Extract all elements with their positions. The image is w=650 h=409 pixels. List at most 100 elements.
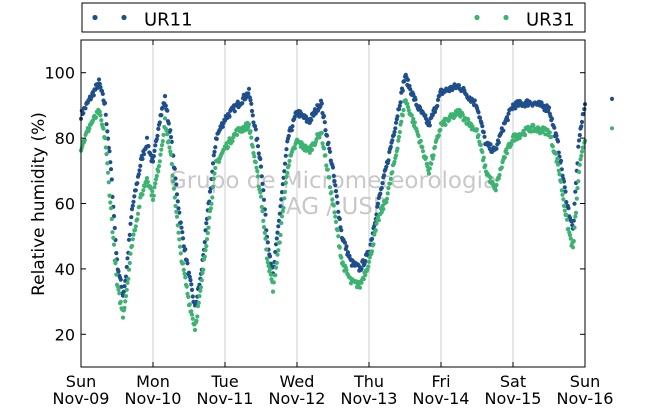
data-point [378, 191, 383, 196]
data-point [210, 195, 215, 200]
data-point [107, 149, 112, 154]
data-point [363, 259, 368, 264]
data-point [413, 97, 418, 102]
data-point [321, 146, 327, 151]
data-point [331, 173, 336, 178]
data-point [576, 138, 582, 143]
data-point [264, 247, 269, 252]
data-point [131, 232, 136, 237]
legend-frame [81, 2, 586, 33]
data-point [560, 192, 565, 197]
legend-label-ur31: UR31 [526, 10, 575, 31]
data-point [423, 113, 428, 118]
x-tick-label-day: Wed [280, 372, 315, 391]
data-point [279, 190, 285, 195]
data-point [403, 98, 408, 103]
data-point [138, 195, 143, 200]
data-point [232, 109, 237, 114]
data-point [130, 203, 135, 208]
data-point [100, 91, 105, 96]
data-point [547, 130, 552, 135]
data-point [416, 133, 421, 139]
data-point [261, 225, 267, 230]
data-point [405, 77, 411, 82]
data-point [558, 158, 564, 163]
data-point [127, 232, 132, 237]
data-point [395, 146, 400, 151]
data-point [549, 116, 555, 121]
data-point [496, 140, 501, 145]
data-point [398, 100, 403, 105]
data-point [336, 234, 341, 239]
data-point [283, 153, 288, 158]
data-point [262, 230, 267, 235]
data-point [480, 149, 485, 155]
data-point [216, 159, 222, 164]
data-point [546, 105, 552, 110]
data-point [336, 209, 341, 214]
data-point [366, 259, 372, 264]
data-point [266, 263, 271, 268]
data-point [97, 109, 102, 114]
data-point [125, 256, 130, 261]
x-tick-label-day: Thu [353, 372, 384, 391]
data-point [309, 147, 315, 152]
data-point [145, 179, 150, 185]
data-point [396, 134, 402, 140]
data-point [253, 127, 258, 132]
data-point [576, 144, 581, 149]
data-point [427, 166, 432, 171]
data-point [126, 267, 132, 272]
data-point [264, 256, 270, 261]
data-point [132, 194, 137, 199]
x-tick-label-date: Nov-11 [197, 389, 254, 408]
data-point [513, 106, 518, 111]
data-point [186, 294, 191, 300]
data-point [122, 284, 127, 289]
data-point [211, 153, 216, 158]
data-point [131, 199, 136, 204]
data-point [204, 244, 209, 249]
data-point [339, 255, 344, 260]
data-point [493, 188, 498, 193]
data-point [430, 156, 435, 161]
y-axis-label: Relative humidity (%) [29, 112, 49, 296]
data-point [478, 142, 483, 147]
data-point [324, 133, 330, 138]
data-point [118, 299, 123, 304]
data-point [96, 77, 102, 82]
data-point [114, 251, 119, 256]
data-point [106, 180, 111, 185]
data-point [499, 165, 504, 170]
data-point [249, 108, 255, 114]
data-point [184, 284, 189, 289]
data-point [105, 129, 110, 134]
data-point [319, 130, 324, 135]
data-point [265, 260, 270, 265]
data-point [258, 156, 263, 162]
data-point [567, 233, 573, 238]
data-point [81, 111, 86, 116]
data-point [197, 294, 202, 299]
y-tick-label: 20 [55, 325, 75, 344]
data-point [405, 104, 411, 110]
data-point [169, 161, 174, 167]
data-point [429, 161, 434, 166]
data-point [172, 195, 177, 200]
data-point [335, 200, 340, 205]
data-point [384, 200, 389, 205]
data-point [420, 145, 425, 150]
data-point [317, 135, 322, 140]
data-point [113, 261, 118, 266]
data-point [327, 175, 332, 180]
data-point [307, 150, 312, 155]
data-point [309, 117, 314, 123]
data-point [287, 158, 292, 164]
data-point [103, 112, 108, 117]
data-point [388, 144, 393, 150]
data-point [146, 144, 151, 149]
data-point [573, 210, 579, 215]
data-point [192, 327, 198, 333]
data-point [393, 126, 398, 131]
